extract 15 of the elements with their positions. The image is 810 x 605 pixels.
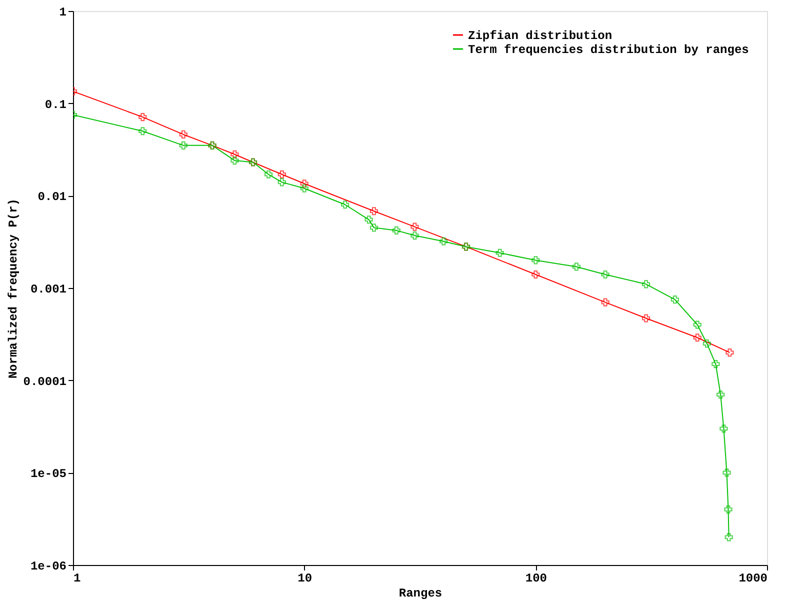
x-axis-title: Ranges (398, 586, 442, 600)
y-tick-label: 1e-05 (30, 467, 66, 482)
y-tick-label: 0.0001 (23, 374, 66, 389)
x-tick-label: 1 (74, 572, 81, 586)
y-tick-label: 1 (59, 6, 66, 20)
x-tick-label: 100 (525, 572, 547, 586)
legend-label: Zipfian distribution (468, 29, 612, 43)
x-tick-label: 1000 (738, 572, 768, 586)
y-tick-label: 0.01 (38, 190, 66, 204)
y-tick-label: 0.001 (30, 282, 66, 296)
y-axis-title: Normalized frequency P(r) (6, 198, 20, 379)
x-tick-label: 10 (298, 572, 312, 586)
y-tick-label: 0.1 (44, 98, 66, 112)
legend-label: Term frequencies distribution by ranges (468, 43, 749, 57)
y-tick-label: 1e-06 (30, 560, 66, 574)
